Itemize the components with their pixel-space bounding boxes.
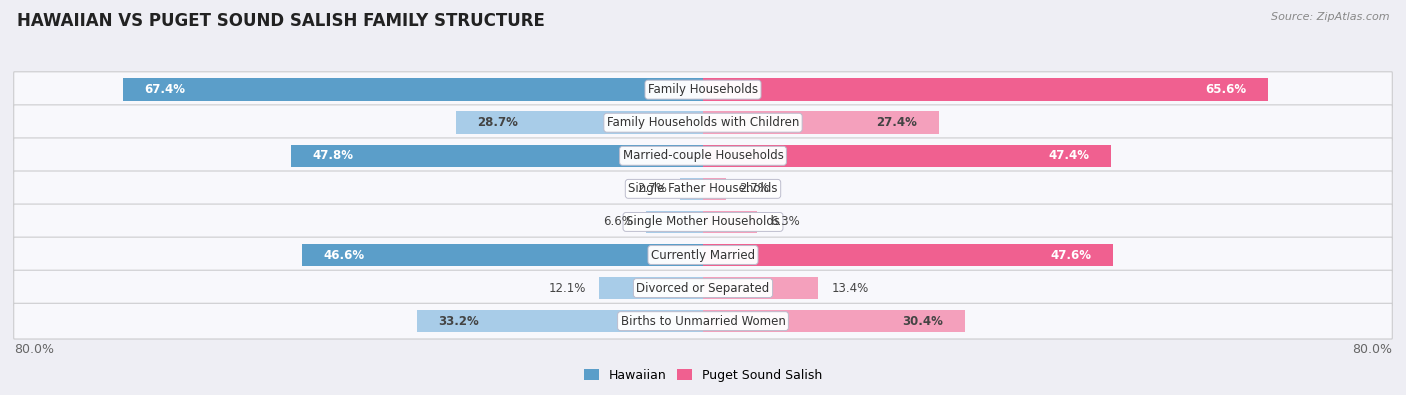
FancyBboxPatch shape bbox=[14, 72, 1392, 107]
Bar bbox=[418, 310, 703, 332]
FancyBboxPatch shape bbox=[14, 303, 1392, 339]
FancyBboxPatch shape bbox=[14, 138, 1392, 174]
FancyBboxPatch shape bbox=[14, 171, 1392, 207]
Text: 67.4%: 67.4% bbox=[143, 83, 186, 96]
Bar bbox=[703, 145, 1111, 167]
Text: 65.6%: 65.6% bbox=[1205, 83, 1246, 96]
Text: Currently Married: Currently Married bbox=[651, 248, 755, 261]
Text: 28.7%: 28.7% bbox=[478, 116, 519, 129]
Bar bbox=[703, 310, 965, 332]
Text: 6.6%: 6.6% bbox=[603, 215, 633, 228]
Text: 46.6%: 46.6% bbox=[323, 248, 364, 261]
Legend: Hawaiian, Puget Sound Salish: Hawaiian, Puget Sound Salish bbox=[579, 364, 827, 387]
Bar bbox=[703, 277, 818, 299]
Text: Births to Unmarried Women: Births to Unmarried Women bbox=[620, 315, 786, 327]
Bar bbox=[703, 244, 1114, 266]
Bar bbox=[291, 145, 703, 167]
Text: 2.7%: 2.7% bbox=[637, 182, 666, 196]
Text: 6.3%: 6.3% bbox=[770, 215, 800, 228]
Bar bbox=[647, 211, 703, 233]
Text: 27.4%: 27.4% bbox=[876, 116, 918, 129]
Text: 47.8%: 47.8% bbox=[314, 149, 354, 162]
Text: Family Households with Children: Family Households with Children bbox=[607, 116, 799, 129]
Text: 13.4%: 13.4% bbox=[831, 282, 869, 295]
Text: Source: ZipAtlas.com: Source: ZipAtlas.com bbox=[1271, 12, 1389, 22]
Bar bbox=[679, 178, 703, 200]
Bar bbox=[703, 111, 939, 134]
Text: 2.7%: 2.7% bbox=[740, 182, 769, 196]
Bar bbox=[703, 211, 758, 233]
Text: Divorced or Separated: Divorced or Separated bbox=[637, 282, 769, 295]
Text: Single Mother Households: Single Mother Households bbox=[626, 215, 780, 228]
Text: 33.2%: 33.2% bbox=[439, 315, 479, 327]
Bar bbox=[302, 244, 703, 266]
FancyBboxPatch shape bbox=[14, 204, 1392, 240]
FancyBboxPatch shape bbox=[14, 105, 1392, 141]
Text: 47.6%: 47.6% bbox=[1050, 248, 1091, 261]
Text: 80.0%: 80.0% bbox=[14, 342, 53, 356]
Text: Family Households: Family Households bbox=[648, 83, 758, 96]
FancyBboxPatch shape bbox=[14, 270, 1392, 306]
Text: HAWAIIAN VS PUGET SOUND SALISH FAMILY STRUCTURE: HAWAIIAN VS PUGET SOUND SALISH FAMILY ST… bbox=[17, 12, 544, 30]
Text: Single Father Households: Single Father Households bbox=[628, 182, 778, 196]
FancyBboxPatch shape bbox=[14, 237, 1392, 273]
Text: 47.4%: 47.4% bbox=[1049, 149, 1090, 162]
Bar bbox=[456, 111, 703, 134]
Bar bbox=[703, 79, 1268, 101]
Bar bbox=[703, 178, 727, 200]
Text: 80.0%: 80.0% bbox=[1353, 342, 1392, 356]
Bar bbox=[122, 79, 703, 101]
Bar bbox=[599, 277, 703, 299]
Text: 30.4%: 30.4% bbox=[903, 315, 943, 327]
Text: 12.1%: 12.1% bbox=[548, 282, 586, 295]
Text: Married-couple Households: Married-couple Households bbox=[623, 149, 783, 162]
